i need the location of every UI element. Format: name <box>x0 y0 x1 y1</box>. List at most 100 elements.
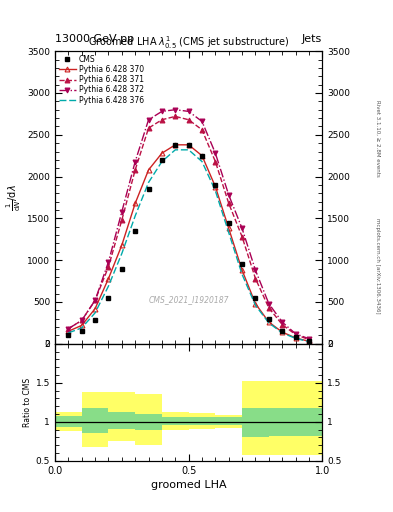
X-axis label: groomed LHA: groomed LHA <box>151 480 226 490</box>
Pythia 6.428 376 <box>226 229 231 236</box>
Pythia 6.428 376 <box>93 310 97 316</box>
Pythia 6.428 371 <box>253 275 258 282</box>
Pythia 6.428 371 <box>66 326 71 332</box>
CMS <box>307 338 311 345</box>
Pythia 6.428 370 <box>146 167 151 173</box>
Pythia 6.428 371 <box>280 322 285 328</box>
Text: Jets: Jets <box>302 33 322 44</box>
Pythia 6.428 371 <box>119 217 124 223</box>
Pythia 6.428 376 <box>66 330 71 336</box>
CMS <box>213 182 218 188</box>
Text: CMS_2021_I1920187: CMS_2021_I1920187 <box>149 295 229 305</box>
Pythia 6.428 370 <box>293 335 298 341</box>
CMS <box>133 228 138 234</box>
Text: 13000 GeV pp: 13000 GeV pp <box>55 33 134 44</box>
Pythia 6.428 372 <box>119 208 124 215</box>
Pythia 6.428 370 <box>240 267 244 273</box>
Pythia 6.428 370 <box>66 328 71 334</box>
Pythia 6.428 372 <box>79 317 84 324</box>
Pythia 6.428 376 <box>280 330 285 336</box>
Pythia 6.428 372 <box>213 150 218 156</box>
CMS <box>119 265 124 271</box>
CMS <box>253 295 258 301</box>
Pythia 6.428 376 <box>266 320 271 326</box>
CMS <box>106 295 111 301</box>
Pythia 6.428 371 <box>79 317 84 324</box>
Pythia 6.428 370 <box>173 142 178 148</box>
Pythia 6.428 371 <box>213 159 218 165</box>
Y-axis label: Ratio to CMS: Ratio to CMS <box>23 378 31 427</box>
Pythia 6.428 376 <box>213 188 218 194</box>
Pythia 6.428 370 <box>119 242 124 248</box>
Pythia 6.428 371 <box>146 125 151 131</box>
Pythia 6.428 370 <box>226 225 231 231</box>
Pythia 6.428 371 <box>200 126 204 133</box>
Pythia 6.428 376 <box>173 147 178 153</box>
Pythia 6.428 372 <box>133 159 138 165</box>
Text: mcplots.cern.ch [arXiv:1306.3436]: mcplots.cern.ch [arXiv:1306.3436] <box>375 219 380 314</box>
Pythia 6.428 371 <box>226 200 231 206</box>
Pythia 6.428 371 <box>240 233 244 240</box>
CMS <box>186 142 191 148</box>
Pythia 6.428 371 <box>160 117 164 123</box>
Pythia 6.428 371 <box>293 331 298 337</box>
Pythia 6.428 372 <box>66 326 71 332</box>
Text: Rivet 3.1.10, ≥ 2.8M events: Rivet 3.1.10, ≥ 2.8M events <box>375 100 380 177</box>
Pythia 6.428 370 <box>133 200 138 206</box>
Title: Groomed LHA $\lambda^{1}_{0.5}$ (CMS jet substructure): Groomed LHA $\lambda^{1}_{0.5}$ (CMS jet… <box>88 34 289 51</box>
CMS <box>226 220 231 226</box>
Pythia 6.428 376 <box>307 338 311 345</box>
Pythia 6.428 370 <box>186 142 191 148</box>
Pythia 6.428 370 <box>93 306 97 312</box>
Pythia 6.428 376 <box>293 335 298 342</box>
Pythia 6.428 376 <box>253 302 258 308</box>
Line: Pythia 6.428 372: Pythia 6.428 372 <box>66 108 311 341</box>
Pythia 6.428 371 <box>93 297 97 304</box>
Pythia 6.428 376 <box>200 159 204 165</box>
Pythia 6.428 376 <box>106 283 111 289</box>
Pythia 6.428 372 <box>266 301 271 307</box>
CMS <box>266 315 271 322</box>
Pythia 6.428 376 <box>160 159 164 165</box>
Line: Pythia 6.428 376: Pythia 6.428 376 <box>68 150 309 342</box>
Pythia 6.428 370 <box>160 150 164 156</box>
CMS <box>240 261 244 267</box>
Line: Pythia 6.428 370: Pythia 6.428 370 <box>66 142 311 344</box>
Pythia 6.428 371 <box>133 167 138 173</box>
CMS <box>160 157 164 163</box>
Pythia 6.428 372 <box>226 192 231 198</box>
Pythia 6.428 370 <box>200 153 204 159</box>
Pythia 6.428 372 <box>280 319 285 325</box>
Legend: CMS, Pythia 6.428 370, Pythia 6.428 371, Pythia 6.428 372, Pythia 6.428 376: CMS, Pythia 6.428 370, Pythia 6.428 371,… <box>57 53 145 106</box>
Pythia 6.428 372 <box>293 331 298 337</box>
CMS <box>293 334 298 340</box>
Pythia 6.428 371 <box>186 117 191 123</box>
Pythia 6.428 376 <box>240 271 244 278</box>
Pythia 6.428 376 <box>133 213 138 219</box>
Pythia 6.428 371 <box>106 264 111 270</box>
CMS <box>146 186 151 192</box>
Pythia 6.428 372 <box>240 225 244 231</box>
Pythia 6.428 371 <box>307 336 311 343</box>
CMS <box>79 328 84 334</box>
CMS <box>280 328 285 334</box>
Pythia 6.428 376 <box>79 325 84 331</box>
Pythia 6.428 370 <box>253 301 258 307</box>
Pythia 6.428 371 <box>173 113 178 119</box>
CMS <box>173 142 178 148</box>
Pythia 6.428 372 <box>93 297 97 304</box>
Pythia 6.428 370 <box>266 319 271 325</box>
Pythia 6.428 372 <box>173 106 178 113</box>
Line: CMS: CMS <box>66 142 311 344</box>
Pythia 6.428 372 <box>186 109 191 115</box>
Y-axis label: $\frac{1}{\mathrm{d}N} / \mathrm{d}\lambda$: $\frac{1}{\mathrm{d}N} / \mathrm{d}\lamb… <box>5 184 23 211</box>
Pythia 6.428 372 <box>160 109 164 115</box>
Pythia 6.428 376 <box>119 250 124 257</box>
Pythia 6.428 370 <box>213 183 218 189</box>
Pythia 6.428 371 <box>266 305 271 311</box>
Pythia 6.428 370 <box>280 329 285 335</box>
Pythia 6.428 370 <box>106 275 111 282</box>
CMS <box>66 332 71 338</box>
Pythia 6.428 372 <box>307 336 311 342</box>
Pythia 6.428 372 <box>253 267 258 273</box>
